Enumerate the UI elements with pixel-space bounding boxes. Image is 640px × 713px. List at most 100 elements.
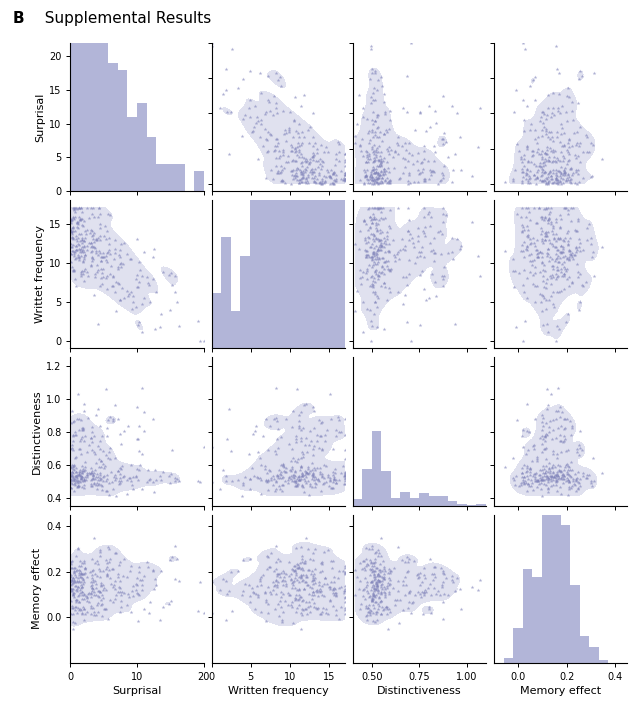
Point (552, 271, 562, 282)
Point (131, 273, 141, 284)
Point (443, 151, 453, 163)
Point (269, 603, 280, 615)
Point (542, 384, 552, 395)
Point (529, 158, 540, 170)
Point (82, 470, 92, 481)
Point (70, 604, 80, 615)
Point (545, 166, 556, 178)
Point (88, 575, 98, 586)
Point (289, 565, 300, 577)
Point (367, 247, 378, 259)
Point (88, 470, 98, 481)
Point (358, 584, 369, 595)
Point (372, 123, 382, 134)
Point (562, 264, 572, 275)
Point (330, 159, 340, 170)
Point (94, 246, 104, 257)
Point (534, 247, 545, 258)
Point (559, 464, 570, 476)
Point (371, 608, 381, 620)
Point (316, 163, 326, 174)
Point (297, 172, 307, 183)
Point (534, 464, 545, 476)
Point (557, 469, 568, 481)
Point (511, 471, 521, 482)
Point (577, 71, 587, 82)
Point (262, 563, 272, 575)
Point (280, 125, 291, 136)
Point (518, 237, 529, 248)
Point (571, 242, 581, 253)
Point (275, 468, 285, 479)
Point (328, 175, 339, 186)
Point (269, 565, 279, 577)
Point (223, 403, 234, 414)
Point (271, 133, 282, 145)
Point (93, 264, 103, 275)
Point (273, 472, 283, 483)
Point (76, 572, 86, 583)
Point (67, 478, 77, 490)
Point (550, 480, 561, 491)
Point (307, 163, 317, 175)
Point (84, 440, 94, 451)
Point (368, 607, 378, 618)
Point (404, 148, 414, 159)
Point (467, 581, 477, 593)
Point (309, 406, 319, 417)
Point (89, 478, 99, 490)
Point (90, 271, 100, 282)
Point (221, 471, 231, 482)
Point (164, 304, 175, 316)
Point (532, 456, 542, 467)
Point (291, 175, 301, 186)
Point (164, 269, 174, 280)
Point (324, 178, 335, 190)
Point (324, 170, 334, 182)
Point (131, 585, 141, 596)
Point (534, 246, 545, 257)
Point (364, 150, 374, 161)
Point (575, 156, 585, 168)
Point (559, 470, 570, 481)
Point (551, 406, 561, 417)
Point (380, 268, 390, 279)
Point (552, 470, 563, 481)
Point (556, 435, 566, 446)
Point (433, 226, 444, 237)
Point (417, 576, 427, 588)
Point (390, 146, 400, 158)
Point (552, 126, 562, 138)
Point (116, 476, 126, 487)
Point (371, 578, 381, 589)
Point (319, 146, 330, 158)
Point (374, 234, 385, 245)
Point (106, 280, 116, 292)
Point (68, 467, 79, 478)
Point (559, 473, 570, 485)
Point (71, 565, 81, 577)
Point (586, 232, 596, 243)
Point (95, 280, 106, 292)
Point (124, 472, 134, 483)
Point (559, 140, 569, 151)
Point (438, 208, 448, 220)
Point (77, 467, 88, 478)
Point (428, 140, 438, 151)
Point (70, 596, 81, 607)
Point (278, 588, 288, 600)
Point (72, 475, 82, 486)
Point (447, 574, 458, 585)
Point (400, 153, 410, 165)
Point (85, 588, 95, 600)
Point (541, 443, 551, 454)
Point (385, 114, 396, 125)
Point (245, 596, 255, 607)
Point (233, 83, 243, 94)
Point (540, 436, 550, 447)
Point (67, 245, 77, 257)
Point (340, 155, 350, 166)
Point (384, 166, 394, 178)
Point (95, 547, 106, 558)
Point (108, 596, 118, 607)
